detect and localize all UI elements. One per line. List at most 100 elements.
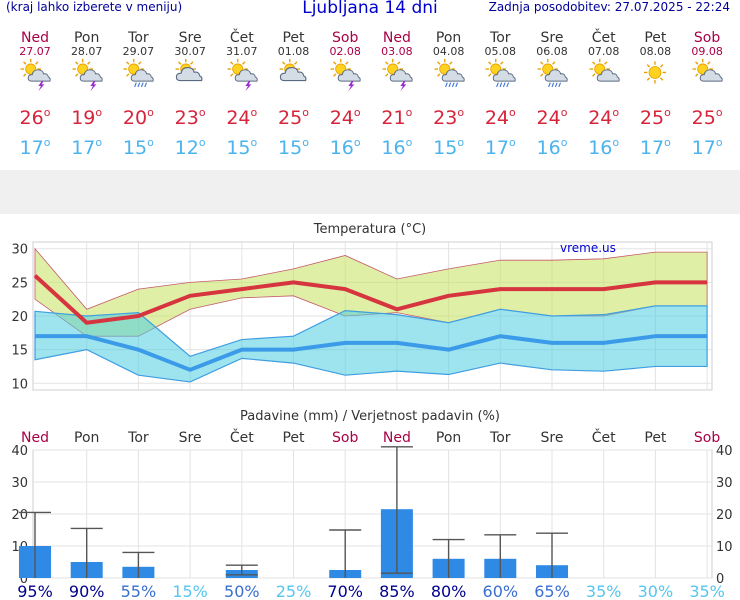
temp-max: 23o: [433, 106, 465, 129]
precip-probability: 50%: [224, 582, 260, 600]
temp-min: 17o: [639, 136, 671, 159]
max-temp-point: [293, 281, 294, 283]
precip-day-label: Ned: [383, 430, 411, 446]
temp-min: 17o: [19, 136, 51, 159]
temp-max: 24o: [226, 106, 258, 129]
min-temp-point: [189, 369, 191, 371]
day-column: Ned 27.07 26o 17o: [9, 30, 61, 159]
max-temp-point: [396, 308, 398, 310]
precip-probability: 25%: [276, 582, 312, 600]
sun-cloud-rain-icon: [537, 58, 568, 88]
temp-max: 21o: [381, 106, 413, 129]
separator-band: [0, 170, 740, 214]
sun-cloud-thunder-icon: [227, 58, 258, 92]
sun-cloud-thunder-icon: [72, 58, 103, 92]
temp-max: 25o: [639, 106, 671, 129]
temp-min: 16o: [381, 136, 413, 159]
day-column: Sob 02.08 24o 16o: [319, 30, 371, 159]
temp-min: 17o: [484, 136, 516, 159]
temp-min: 17o: [71, 136, 103, 159]
precip-day-label: Čet: [592, 428, 616, 446]
min-temp-point: [654, 335, 656, 337]
temp-max: 24o: [329, 106, 361, 129]
day-name: Tor: [128, 30, 149, 46]
partly-cloudy-icon: [175, 58, 203, 82]
temp-max: 23o: [174, 106, 206, 129]
day-name: Pet: [282, 30, 305, 46]
day-date: 27.07: [19, 45, 51, 58]
precip-day-label: Čet: [230, 428, 254, 446]
day-date: 29.07: [122, 45, 155, 58]
day-date: 09.08: [691, 45, 723, 58]
precip-day-label: Sre: [541, 430, 564, 446]
day-date: 01.08: [277, 45, 310, 58]
precip-y-tick-left: 40: [11, 444, 28, 459]
precip-y-tick-left: 0: [20, 572, 28, 587]
temp-y-tick: 10: [11, 377, 28, 392]
min-temp-point: [241, 349, 243, 351]
day-date: 07.08: [587, 45, 620, 58]
day-date: 28.07: [70, 45, 103, 58]
temp-min: 15o: [433, 136, 465, 159]
min-temp-line: [35, 334, 708, 372]
temp-min: 17o: [691, 136, 723, 159]
precip-probability: 60%: [483, 582, 519, 600]
precip-day-label: Pon: [74, 430, 99, 446]
day-date: 08.08: [639, 45, 672, 58]
max-temp-point: [34, 275, 36, 277]
max-temp-line: [33, 274, 708, 325]
temp-min: 16o: [329, 136, 361, 159]
day-date: 30.07: [174, 45, 206, 58]
precip-y-tick-right: 0: [716, 572, 724, 587]
day-column: Tor 05.08 24o 17o: [474, 30, 526, 159]
precip-y-tick-left: 20: [11, 508, 28, 523]
precip-probability: 55%: [121, 582, 157, 600]
day-column: Pet 08.08 25o 17o: [629, 30, 681, 159]
precipitation-chart: Padavine (mm) / Verjetnost padavin (%) Ne…: [11, 409, 733, 600]
precip-y-tick-right: 40: [716, 444, 733, 459]
min-temp-point: [293, 349, 294, 351]
sun-cloud-rain-icon: [123, 58, 155, 88]
min-temp-point: [34, 335, 36, 337]
precip-probability: 35%: [689, 582, 725, 600]
sun-cloud-thunder-icon: [20, 58, 51, 92]
precip-y-tick-left: 30: [11, 476, 28, 491]
precip-day-label: Ned: [21, 430, 49, 446]
precip-y-tick-right: 10: [716, 540, 733, 555]
temp-y-tick: 15: [11, 344, 28, 359]
precip-chart-title: Padavine (mm) / Verjetnost padavin (%): [240, 409, 500, 424]
min-temp-point: [706, 335, 708, 337]
sun-cloud-thunder-icon: [330, 58, 361, 92]
day-column: Pet 01.08 25o 15o: [268, 30, 320, 159]
precip-y-tick-right: 30: [716, 476, 733, 491]
temp-min: 15o: [122, 136, 154, 159]
max-temp-point: [448, 295, 450, 297]
day-name: Tor: [490, 30, 511, 46]
temp-min: 15o: [278, 136, 309, 159]
day-name: Pon: [73, 30, 100, 46]
temp-max: 24o: [536, 106, 568, 129]
page-title: Ljubljana 14 dni: [302, 0, 438, 18]
day-column: Ned 03.08 21o 16o: [371, 30, 423, 159]
day-column: Pon 28.07 19o 17o: [61, 30, 113, 159]
precip-probability: 70%: [327, 582, 363, 600]
precip-probability: 80%: [431, 582, 467, 600]
temp-y-tick: 20: [11, 310, 28, 325]
day-date: 06.08: [536, 45, 568, 58]
temp-y-tick: 30: [11, 243, 28, 258]
max-temp-point: [241, 288, 243, 290]
day-name: Sre: [178, 30, 202, 46]
day-name: Pon: [435, 30, 462, 46]
partly-cloudy-icon: [279, 58, 306, 82]
sun-cloud-rain-icon: [434, 58, 465, 88]
day-name: Ned: [21, 30, 49, 46]
precip-day-label: Pet: [282, 430, 305, 446]
day-name: Sre: [540, 30, 564, 46]
sun-cloud-rain-icon: [485, 58, 516, 88]
precip-probability: 35%: [586, 582, 622, 600]
precip-day-label: Tor: [127, 430, 149, 446]
max-temp-point: [137, 315, 139, 317]
precip-probability: 85%: [379, 582, 415, 600]
header-note: (kraj lahko izberete v meniju): [6, 0, 183, 14]
temp-min: 15o: [226, 136, 258, 159]
